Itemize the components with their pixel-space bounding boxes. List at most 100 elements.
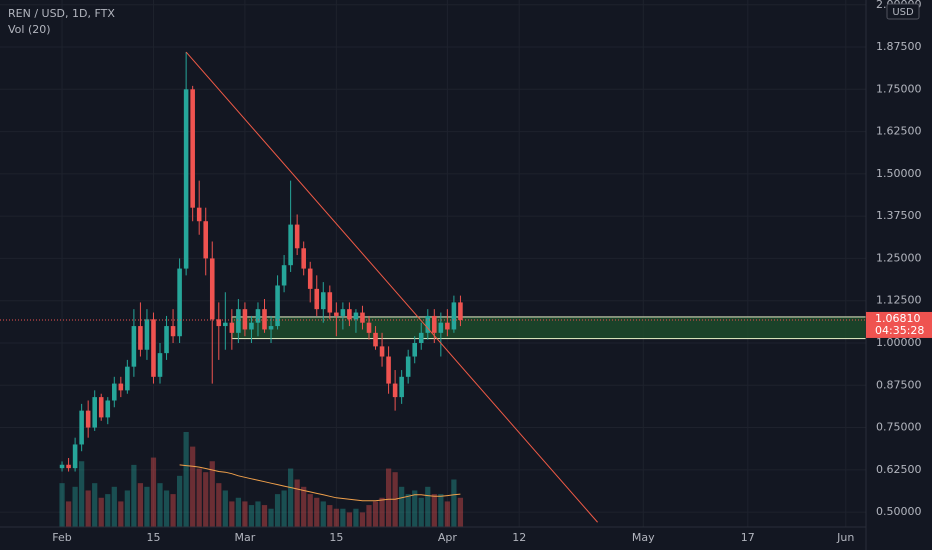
candle-body [366, 322, 372, 333]
volume-bar [183, 432, 189, 527]
candle-body [432, 315, 437, 333]
volume-bar [59, 483, 65, 527]
candle-body [445, 322, 450, 330]
candle-body [307, 268, 313, 289]
candle-body [255, 309, 261, 323]
volume-bar [268, 508, 274, 527]
volume-bar [359, 512, 366, 527]
volume-ma-line [179, 464, 461, 502]
candle-body [170, 326, 176, 337]
candle-body [151, 319, 156, 377]
volume-bar [431, 494, 437, 527]
volume-bar [301, 486, 307, 527]
volume-bar [327, 505, 333, 527]
volume-bar [294, 479, 300, 527]
candle-body [360, 312, 365, 323]
y-tick-label: 1.62500 [876, 125, 922, 138]
candle-body [125, 366, 130, 391]
volume-bar [444, 501, 450, 527]
candle-body [216, 319, 222, 327]
volume-bar [314, 497, 320, 527]
volume-bar [235, 497, 241, 527]
x-tick-label: May [632, 531, 655, 544]
volume-bar [150, 457, 157, 527]
candle-body [392, 383, 398, 398]
candle-body [92, 397, 97, 428]
volume-bar [385, 468, 392, 527]
candle-body [281, 265, 287, 286]
x-tick-label: 17 [741, 531, 755, 544]
candle-body [458, 302, 463, 320]
last-price-box [866, 311, 932, 338]
x-tick-label: 12 [512, 531, 526, 544]
volume-bar [105, 494, 111, 527]
x-tick-label: Mar [235, 531, 256, 544]
candle-body [105, 400, 111, 418]
candle-body [242, 309, 248, 330]
candle-body [268, 326, 274, 330]
volume-bar [248, 505, 255, 527]
currency-badge[interactable] [886, 3, 920, 20]
volume-bar [457, 497, 464, 527]
volume-bar [320, 501, 326, 527]
volume-bar [346, 512, 353, 527]
candle-body [314, 288, 320, 310]
volume-bar [366, 505, 372, 527]
y-tick-label: 0.62500 [876, 463, 922, 476]
candle-body [59, 464, 65, 469]
y-tick-label: 1.12500 [876, 294, 922, 307]
y-tick-label: 0.87500 [876, 378, 922, 391]
candle-body [275, 285, 280, 327]
candle-body [203, 221, 209, 259]
candle-body [157, 353, 163, 377]
trendline [185, 51, 598, 523]
volume-bar [412, 490, 418, 527]
volume-bar [124, 490, 130, 527]
volume-bar [163, 490, 170, 527]
volume-bar [196, 468, 202, 527]
volume-bar [79, 461, 85, 527]
y-tick-label: 0.50000 [876, 505, 922, 518]
candle-body [334, 312, 339, 316]
candle-body [320, 292, 326, 310]
y-tick-label: 0.75000 [876, 421, 922, 434]
candle-body [294, 224, 300, 249]
candle-body [131, 326, 137, 367]
candle-body [79, 410, 84, 445]
candle-body [85, 410, 91, 428]
candle-body [66, 464, 71, 469]
currency: USD [892, 7, 914, 18]
candle-body [262, 309, 267, 330]
candle-body [327, 292, 333, 313]
volume-bar [281, 490, 287, 527]
x-tick-label: 15 [146, 531, 160, 544]
volume-bar [288, 468, 294, 527]
candle-body [118, 383, 124, 391]
volume-bar [425, 486, 431, 527]
candle-body [451, 302, 457, 330]
last-price-label: 1.06810 [875, 312, 921, 325]
candle-body [425, 315, 431, 333]
volume-bar [137, 483, 144, 527]
candle-body [209, 258, 215, 320]
volume-bar [379, 497, 385, 527]
volume-bar [92, 483, 98, 527]
volume-bar [131, 464, 137, 527]
volume-bar [111, 486, 117, 527]
candle-body [412, 342, 417, 357]
candle-body [379, 346, 385, 357]
candle-body [418, 332, 424, 343]
y-tick-label: 1.87500 [876, 40, 922, 53]
candle-body [340, 309, 346, 316]
candle-body [177, 268, 182, 337]
chart-title: REN / USD, 1D, FTX [8, 7, 115, 20]
volume-bar [170, 494, 176, 527]
volume-bar [216, 483, 222, 527]
candle-body [399, 376, 404, 398]
volume-bar [405, 494, 411, 527]
candle-body [249, 322, 254, 330]
zone [231, 316, 867, 340]
volume-bar [190, 446, 196, 527]
x-tick-label: Feb [52, 531, 71, 544]
volume-bar [261, 505, 268, 527]
